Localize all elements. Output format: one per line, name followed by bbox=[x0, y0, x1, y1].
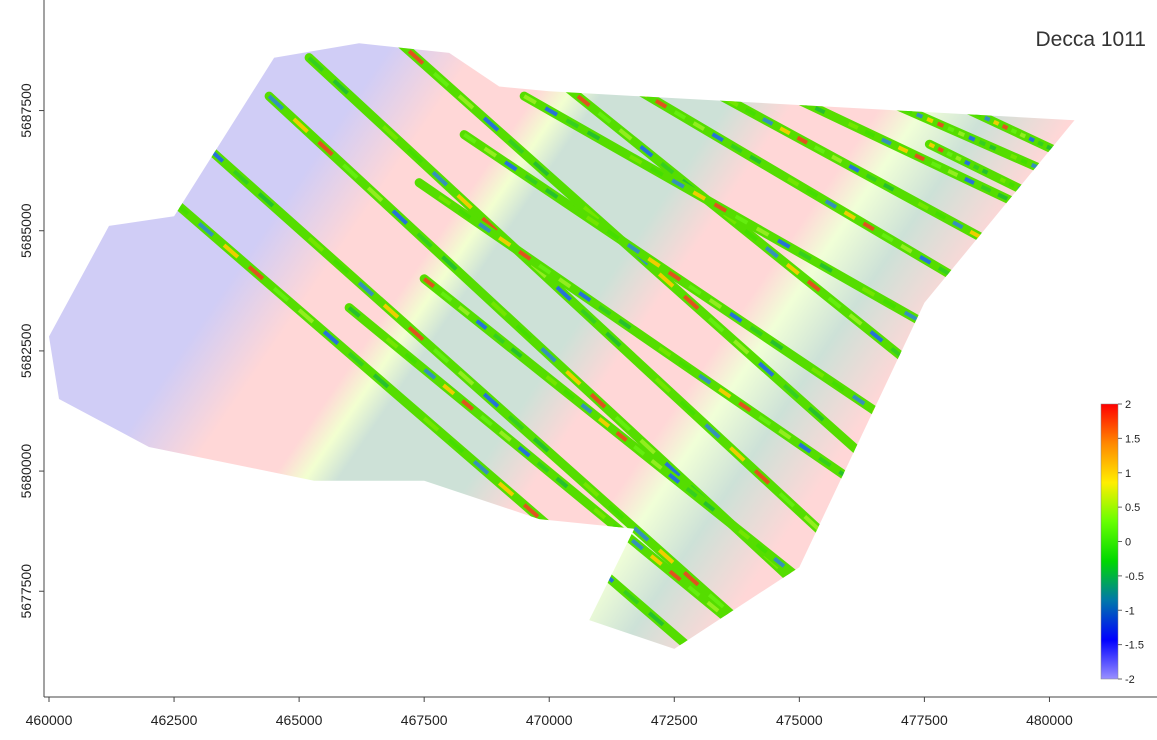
x-tick-label: 460000 bbox=[26, 712, 73, 728]
colorbar-labels: 2 1.5 1 0.5 0 -0.5 -1 -1.5 -2 bbox=[1118, 399, 1144, 686]
colorbar-tick: 2 bbox=[1118, 399, 1131, 411]
x-tick: 472500 bbox=[651, 697, 698, 728]
y-tick: 5680000 bbox=[18, 444, 44, 499]
track-line bbox=[344, 303, 769, 649]
x-tick: 477500 bbox=[901, 697, 948, 728]
colorbar-scale bbox=[1100, 403, 1119, 680]
y-tick-label: 5682500 bbox=[18, 323, 34, 378]
x-tick-label: 470000 bbox=[526, 712, 573, 728]
colorbar-tick-label: 1.5 bbox=[1125, 433, 1140, 445]
colorbar-tick-label: 1 bbox=[1125, 468, 1131, 480]
y-tick: 5682500 bbox=[18, 323, 44, 378]
colorbar-tick-label: 0 bbox=[1125, 537, 1131, 549]
y-axis-ticks: 5677500 5680000 5682500 5685000 5687500 bbox=[18, 83, 44, 619]
colorbar-tick-label: -0.5 bbox=[1125, 571, 1144, 583]
colorbar-tick-label: -1 bbox=[1125, 605, 1135, 617]
colorbar-tick: 1 bbox=[1118, 468, 1131, 480]
map-title: Decca 1011 bbox=[1035, 28, 1146, 51]
colorbar-tick: -0.5 bbox=[1118, 571, 1144, 583]
x-axis-ticks: 460000 462500 465000 467500 470000 472500 4750… bbox=[26, 697, 1073, 728]
colorbar-tick-label: 0.5 bbox=[1125, 502, 1140, 514]
x-tick: 480000 bbox=[1026, 697, 1073, 728]
x-tick: 465000 bbox=[276, 697, 323, 728]
x-tick-label: 472500 bbox=[651, 712, 698, 728]
x-tick: 462500 bbox=[151, 697, 198, 728]
plot-axes: 460000 462500 465000 467500 470000 472500 4750… bbox=[18, 0, 1157, 728]
y-tick-label: 5687500 bbox=[18, 83, 34, 138]
x-tick: 470000 bbox=[526, 697, 573, 728]
y-tick: 5685000 bbox=[18, 203, 44, 258]
y-tick: 5687500 bbox=[18, 83, 44, 138]
colorbar-tick-label: -2 bbox=[1125, 674, 1135, 686]
colorbar: 2 1.5 1 0.5 0 -0.5 -1 -1.5 -2 bbox=[1100, 399, 1144, 686]
x-tick: 475000 bbox=[776, 697, 823, 728]
track-line bbox=[419, 274, 814, 591]
x-tick-label: 475000 bbox=[776, 712, 823, 728]
x-tick: 467500 bbox=[401, 697, 448, 728]
y-tick: 5677500 bbox=[18, 564, 44, 619]
x-tick-label: 477500 bbox=[901, 712, 948, 728]
colorbar-tick: -1.5 bbox=[1118, 640, 1144, 652]
x-tick-label: 467500 bbox=[401, 712, 448, 728]
x-tick-label: 465000 bbox=[276, 712, 323, 728]
y-tick-label: 5677500 bbox=[18, 564, 34, 619]
x-tick-label: 480000 bbox=[1026, 712, 1073, 728]
y-tick-label: 5685000 bbox=[18, 203, 34, 258]
x-tick-label: 462500 bbox=[151, 712, 198, 728]
colorbar-tick: -2 bbox=[1118, 674, 1135, 686]
survey-area bbox=[49, 43, 1075, 649]
colorbar-tick-label: -1.5 bbox=[1125, 640, 1144, 652]
survey-area-fill bbox=[49, 43, 1075, 649]
x-tick: 460000 bbox=[26, 697, 73, 728]
track-line bbox=[414, 178, 864, 490]
colorbar-tick-label: 2 bbox=[1125, 399, 1131, 411]
colorbar-tick: 0.5 bbox=[1118, 502, 1140, 514]
colorbar-tick: 1.5 bbox=[1118, 433, 1140, 445]
colorbar-tick: 0 bbox=[1118, 537, 1131, 549]
y-tick-label: 5680000 bbox=[18, 444, 34, 499]
colorbar-tick: -1 bbox=[1118, 605, 1135, 617]
